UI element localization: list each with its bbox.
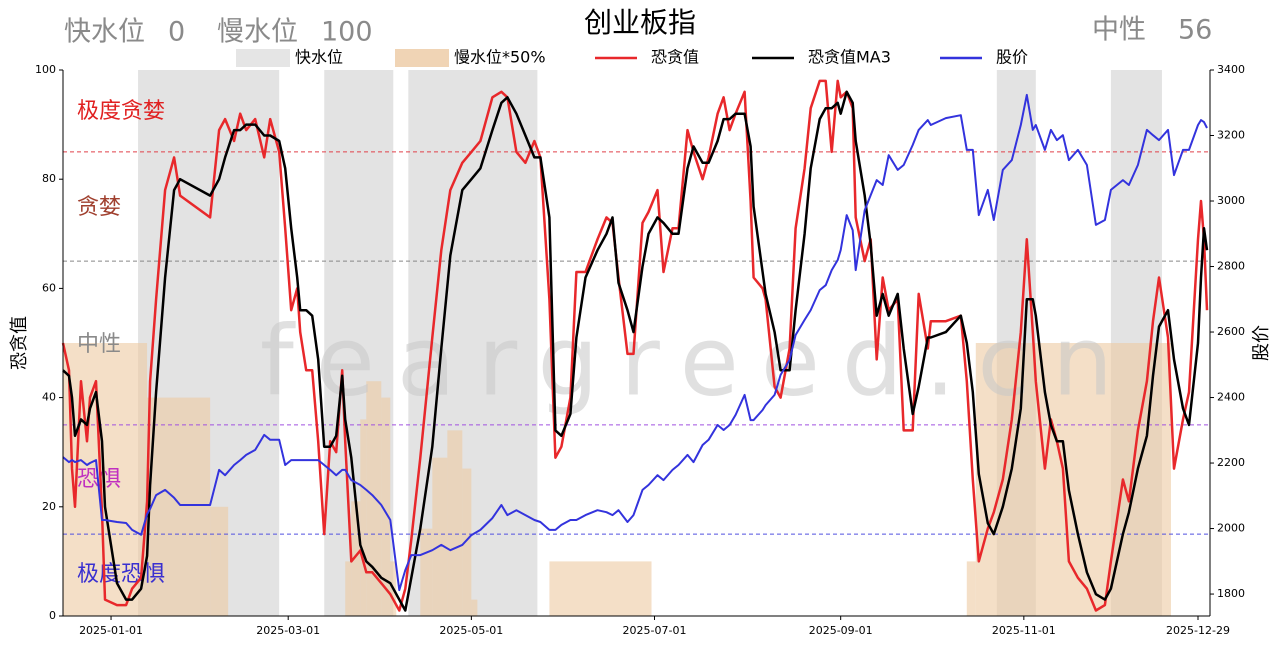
y2-axis-label: 股价 bbox=[1251, 325, 1272, 361]
y-tick-label: 60 bbox=[42, 281, 56, 294]
y2-tick-label: 3200 bbox=[1217, 129, 1245, 142]
series-line bbox=[62, 93, 1208, 592]
legend-swatch bbox=[236, 49, 290, 67]
y2-tick-label: 3000 bbox=[1217, 194, 1245, 207]
slow-water-label: 慢水位 bbox=[217, 17, 298, 48]
slow-water-area bbox=[432, 457, 448, 616]
y-tick-label: 20 bbox=[42, 500, 56, 513]
y2-tick-label: 3400 bbox=[1217, 63, 1245, 76]
legend-swatch bbox=[395, 49, 449, 67]
y-tick-label: 40 bbox=[42, 391, 56, 404]
slow-water-area bbox=[420, 528, 433, 616]
legend-label: 恐贪值 bbox=[651, 48, 699, 67]
slow-water-area bbox=[471, 599, 478, 616]
x-tick-label: 2025-07-01 bbox=[623, 624, 687, 637]
fast-water-band bbox=[408, 70, 538, 616]
y-tick-label: 100 bbox=[35, 63, 56, 76]
slow-water-area bbox=[345, 561, 352, 616]
y-tick-label: 80 bbox=[42, 172, 56, 185]
x-tick-label: 2025-12-29 bbox=[1166, 624, 1230, 637]
slow-water-area bbox=[381, 397, 391, 616]
background-layer bbox=[63, 70, 1171, 616]
x-tick-label: 2025-09-01 bbox=[809, 624, 873, 637]
y2-tick-label: 2200 bbox=[1217, 456, 1245, 469]
zone-label: 贪婪 bbox=[77, 195, 121, 220]
state-value: 56 bbox=[1178, 15, 1212, 46]
slow-water-area bbox=[447, 430, 463, 616]
chart-title: 创业板指 bbox=[584, 6, 696, 39]
x-tick-label: 2025-05-01 bbox=[439, 624, 503, 637]
legend-label: 快水位 bbox=[295, 48, 343, 67]
slow-water-area bbox=[366, 381, 382, 616]
x-tick-label: 2025-01-01 bbox=[79, 624, 143, 637]
legend-label: 慢水位*50% bbox=[454, 48, 546, 67]
zone-label: 极度恐惧 bbox=[77, 562, 165, 587]
y2-tick-label: 1800 bbox=[1217, 587, 1245, 600]
y2-tick-label: 2000 bbox=[1217, 522, 1245, 535]
slow-water-area bbox=[360, 419, 367, 616]
series-line bbox=[62, 90, 1209, 612]
x-tick-label: 2025-03-01 bbox=[256, 624, 320, 637]
y2-tick-label: 2600 bbox=[1217, 325, 1245, 338]
y-tick-label: 0 bbox=[49, 609, 56, 622]
slow-water-area bbox=[549, 561, 652, 616]
state-label: 中性 bbox=[1092, 15, 1146, 46]
x-tick-label: 2025-11-01 bbox=[992, 624, 1056, 637]
legend-label: 恐贪值MA3 bbox=[808, 48, 891, 67]
slow-water-value: 100 bbox=[321, 17, 373, 48]
slow-water-area bbox=[147, 397, 211, 616]
zone-label: 中性 bbox=[77, 332, 121, 357]
legend-label: 股价 bbox=[996, 48, 1028, 67]
slow-water-area bbox=[462, 468, 472, 616]
slow-water-area bbox=[966, 561, 976, 616]
y-axis-label: 恐贪值 bbox=[9, 316, 30, 370]
zone-label: 极度贪婪 bbox=[77, 99, 165, 124]
fast-water-value: 0 bbox=[168, 17, 185, 48]
slow-water-area bbox=[210, 506, 229, 616]
slow-water-area bbox=[351, 501, 361, 616]
y2-tick-label: 2400 bbox=[1217, 391, 1245, 404]
fast-water-label: 快水位 bbox=[64, 17, 145, 48]
y2-tick-label: 2800 bbox=[1217, 260, 1245, 273]
watermark: feargreed.cn bbox=[260, 305, 1135, 417]
